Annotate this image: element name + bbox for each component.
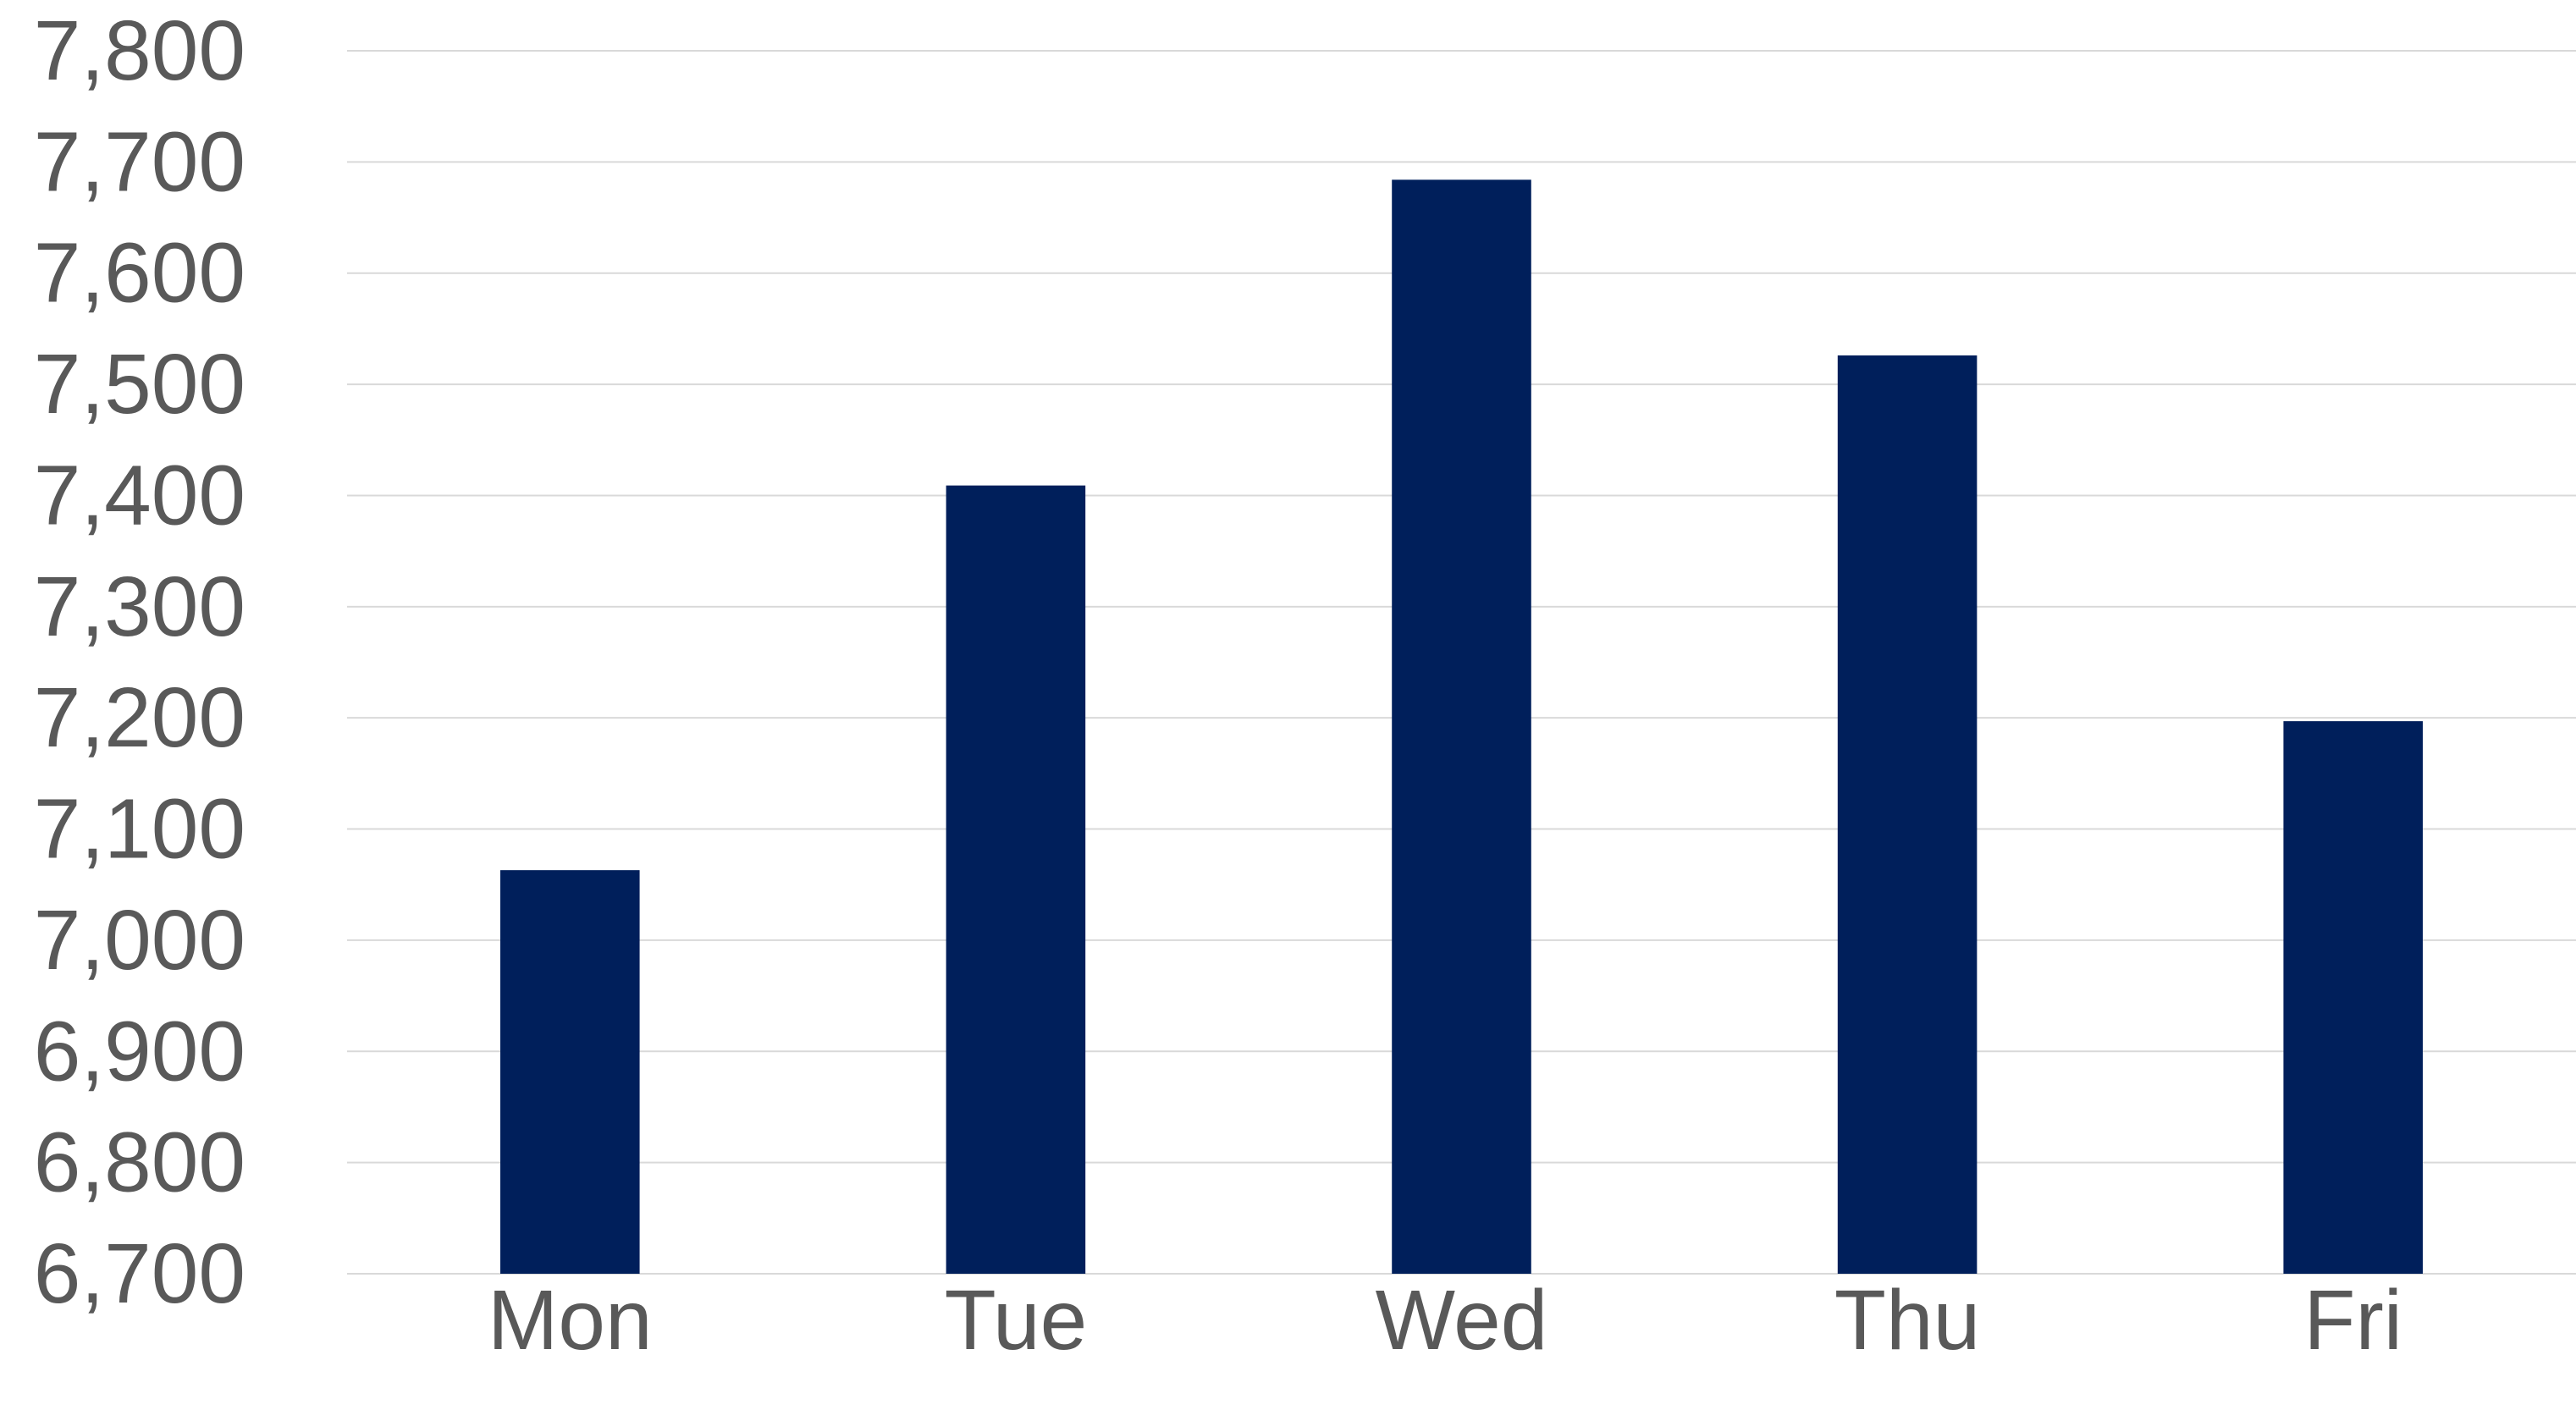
- y-tick-label: 7,600: [34, 226, 245, 321]
- y-tick-label: 7,300: [34, 559, 245, 654]
- y-tick-label: 7,200: [34, 670, 245, 765]
- x-tick-label: Mon: [488, 1273, 653, 1368]
- y-axis-tick-labels: 6,700 6,800 6,900 7,000 7,100 7,200 7,300 7,400…: [34, 3, 245, 1321]
- y-tick-label: 7,100: [34, 782, 245, 877]
- y-tick-label: 7,700: [34, 114, 245, 209]
- bars: [500, 179, 2423, 1274]
- x-tick-label: Tue: [945, 1273, 1088, 1368]
- bar-tue: [946, 485, 1086, 1274]
- bar-mon: [500, 870, 640, 1274]
- x-tick-label: Fri: [2303, 1273, 2402, 1368]
- y-tick-label: 7,500: [34, 337, 245, 432]
- y-tick-label: 6,700: [34, 1226, 245, 1321]
- y-tick-label: 7,800: [34, 3, 245, 98]
- x-axis-tick-labels: Mon Tue Wed Thu Fri: [488, 1273, 2402, 1368]
- bar-thu: [1837, 355, 1978, 1274]
- y-tick-label: 7,400: [34, 448, 245, 543]
- bar-fri: [2283, 721, 2423, 1274]
- y-tick-label: 6,900: [34, 1004, 245, 1099]
- bar-wed: [1392, 179, 1531, 1274]
- x-tick-label: Wed: [1376, 1273, 1548, 1368]
- y-tick-label: 6,800: [34, 1115, 245, 1210]
- x-tick-label: Thu: [1834, 1273, 1980, 1368]
- y-tick-label: 7,000: [34, 893, 245, 988]
